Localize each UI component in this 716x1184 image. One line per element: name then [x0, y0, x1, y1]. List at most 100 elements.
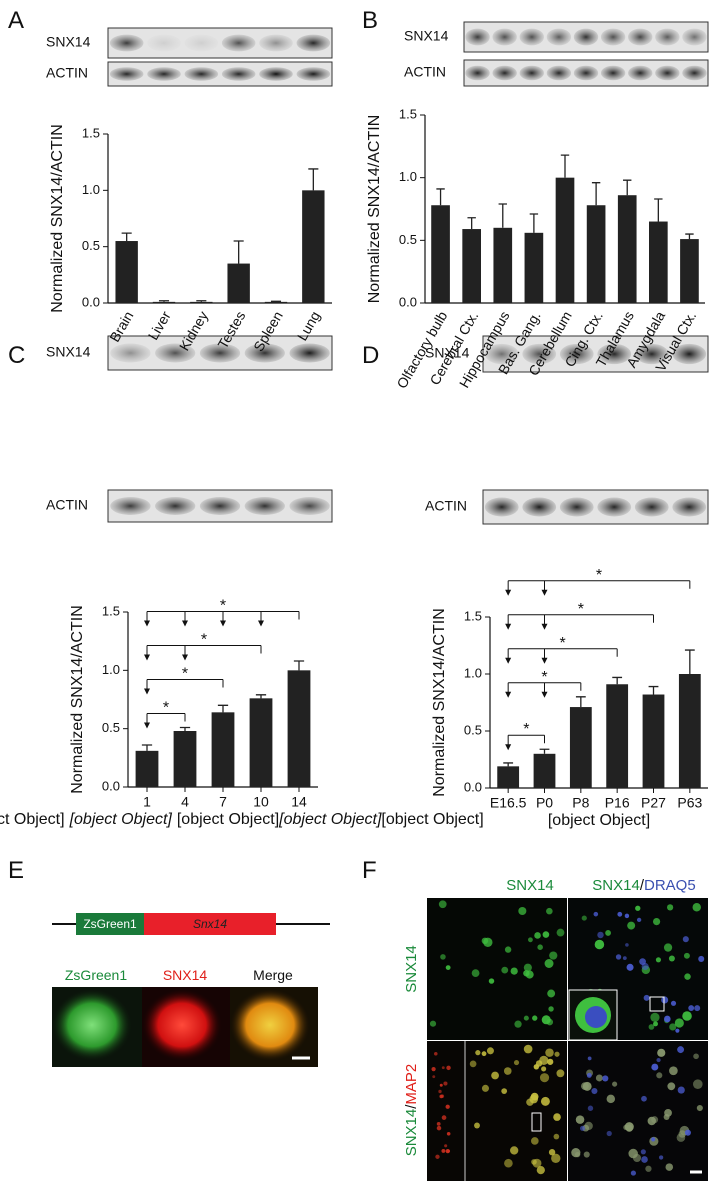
bar	[586, 205, 606, 303]
y-tick-label: 1.5	[464, 608, 482, 623]
bar	[462, 229, 481, 303]
cell	[446, 1132, 451, 1136]
cell	[481, 1084, 490, 1092]
cell	[622, 956, 627, 961]
channel-label: ZsGreen1	[65, 967, 127, 983]
cell	[525, 970, 534, 979]
cell	[623, 1124, 629, 1130]
cell	[698, 955, 705, 962]
cell	[446, 1065, 451, 1071]
bar	[115, 241, 138, 303]
y-tick-label: 1.0	[464, 665, 482, 680]
sig-arrowhead	[182, 654, 188, 661]
cell	[513, 1060, 520, 1066]
blot-band	[597, 343, 632, 365]
y-tick-label: 0.0	[399, 294, 417, 309]
cell	[440, 1094, 445, 1098]
cell	[551, 1153, 561, 1164]
cell	[539, 1055, 549, 1066]
blot-band	[465, 28, 490, 46]
error-bar	[436, 188, 445, 206]
cell	[677, 1086, 685, 1094]
label-part: MAP2	[403, 1064, 420, 1105]
row-label: SNX14	[403, 945, 420, 993]
cell	[534, 932, 541, 939]
sig-label: *	[596, 567, 602, 584]
bar	[227, 263, 250, 303]
y-axis-title: Normalized SNX14/ACTIN	[49, 124, 66, 313]
cell	[594, 939, 605, 950]
bar	[287, 670, 311, 787]
blot	[107, 61, 333, 87]
cell	[52, 989, 132, 1061]
bar	[302, 190, 325, 303]
panel-letter: D	[362, 342, 379, 369]
blot-band	[634, 497, 669, 517]
error-bar	[141, 744, 153, 751]
error-bar	[503, 762, 514, 767]
cell	[445, 1104, 450, 1109]
cell	[664, 1109, 672, 1117]
error-bar	[308, 168, 319, 191]
error-bar	[539, 748, 550, 754]
sig-label: *	[182, 666, 188, 683]
cell	[586, 1072, 592, 1078]
sig-label: *	[163, 700, 169, 717]
y-tick-label: 1.5	[399, 106, 417, 121]
cell	[537, 944, 543, 950]
blot-band	[546, 28, 572, 46]
cell	[523, 963, 532, 972]
cell	[606, 1130, 612, 1137]
sig-arrowhead	[541, 589, 548, 596]
sig-bracket	[507, 580, 691, 593]
blot-band	[147, 34, 181, 52]
cell	[670, 1000, 677, 1006]
cell	[441, 1066, 445, 1070]
cell	[692, 903, 701, 912]
construct-label: Snx14	[193, 917, 227, 931]
cell	[593, 911, 599, 917]
cell	[693, 1053, 699, 1060]
bar	[642, 694, 665, 788]
panel-letter: C	[8, 342, 25, 369]
blot-band	[289, 343, 330, 363]
cell	[431, 1067, 436, 1072]
panel-letter: A	[8, 7, 24, 34]
blot-band	[682, 28, 707, 46]
y-tick-label: 0.5	[399, 232, 417, 247]
blot-band	[199, 343, 241, 363]
cell	[571, 1148, 581, 1158]
zoom-box	[531, 1112, 542, 1132]
sig-arrowhead	[541, 657, 548, 664]
error-bar	[685, 233, 694, 240]
cell	[504, 946, 512, 953]
blot-band	[628, 28, 653, 46]
label-part: /	[640, 877, 645, 894]
bar	[173, 731, 197, 787]
x-tick-label: E16.5	[490, 795, 527, 811]
cell	[656, 1072, 663, 1079]
y-tick-label: 0.5	[82, 238, 100, 253]
cell	[669, 1066, 678, 1076]
cell	[668, 955, 675, 962]
x-axis-title-part: [object Object]	[381, 811, 483, 828]
blot-band	[519, 28, 544, 46]
bar	[555, 177, 575, 303]
cell	[432, 1075, 436, 1079]
x-tick-label: P63	[677, 795, 702, 811]
cell	[540, 1096, 550, 1106]
error-bar	[121, 232, 132, 242]
y-tick-label: 1.0	[102, 662, 120, 677]
sig-arrowhead	[144, 688, 150, 695]
error-bar	[158, 300, 170, 302]
cell	[474, 1122, 480, 1129]
cell	[142, 989, 222, 1061]
sig-arrowhead	[505, 657, 512, 664]
cell	[655, 957, 662, 963]
cell	[503, 1067, 512, 1075]
blot-band	[672, 343, 707, 365]
cell	[684, 1129, 691, 1136]
bar	[497, 766, 520, 788]
blot-band	[296, 67, 331, 81]
blot-band	[110, 497, 151, 515]
